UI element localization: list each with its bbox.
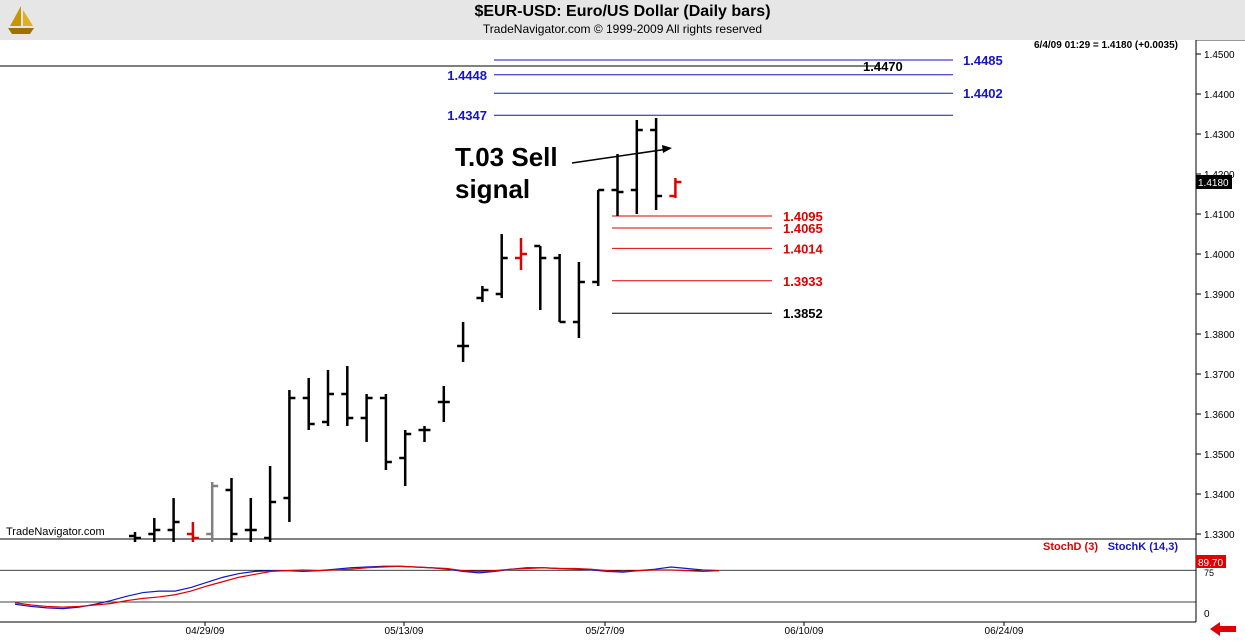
ohlc-bar — [360, 394, 373, 442]
current-price-box — [1196, 175, 1232, 189]
price-tick-label: 1.4300 — [1204, 130, 1235, 141]
stoch-tick-0: 0 — [1204, 609, 1210, 620]
ohlc-bars — [129, 118, 682, 542]
date-tick-label: 05/27/09 — [586, 626, 625, 637]
ohlc-bar — [611, 154, 624, 216]
ohlc-bar — [457, 322, 470, 362]
ohlc-bar — [553, 254, 566, 324]
level-label: 1.4470 — [863, 59, 903, 74]
price-tick-label: 1.4400 — [1204, 90, 1235, 101]
price-tick-label: 1.3900 — [1204, 290, 1235, 301]
ohlc-bar — [322, 370, 334, 426]
ohlc-bar — [476, 286, 489, 302]
chart-subtitle: TradeNavigator.com © 1999-2009 All right… — [482, 22, 763, 36]
quote-line: 6/4/09 01:29 = 1.4180 (+0.0035) — [1034, 40, 1178, 51]
ohlc-bar — [399, 430, 412, 486]
date-tick-label: 04/29/09 — [186, 626, 225, 637]
level-label: 1.4485 — [963, 53, 1003, 68]
annotation-line-2: signal — [455, 174, 530, 204]
stoch-value-box — [1196, 555, 1226, 568]
date-tick-label: 06/24/09 — [985, 626, 1024, 637]
current-price-label: 1.4180 — [1198, 178, 1229, 189]
ohlc-bar — [630, 120, 643, 214]
ohlc-bar — [534, 244, 547, 310]
stoch-tick-75: 75 — [1204, 568, 1214, 578]
stoch-k-line — [14, 565, 720, 610]
level-label: 1.4014 — [783, 241, 824, 256]
ohlc-bar — [669, 178, 682, 198]
ohlc-bar — [167, 498, 180, 542]
date-axis: 04/29/09 05/13/09 05/27/09 06/10/09 06/24/09 — [186, 622, 1024, 637]
ohlc-bar — [650, 118, 663, 210]
scroll-left-arrow-icon[interactable] — [1208, 621, 1238, 637]
ohlc-bar — [283, 390, 296, 522]
price-tick-label: 1.3700 — [1204, 370, 1235, 381]
level-label: 1.4095 — [783, 209, 823, 224]
stoch-d-legend: StochD (3) — [1043, 541, 1098, 553]
ohlc-bar — [418, 426, 431, 442]
price-tick-label: 1.3800 — [1204, 330, 1235, 341]
annotation-arrowhead — [662, 145, 672, 153]
ohlc-bar — [129, 532, 141, 542]
level-label: 1.3852 — [783, 306, 823, 321]
stoch-d-line — [14, 565, 720, 608]
level-label: 1.4448 — [447, 68, 487, 83]
ohlc-bar — [495, 234, 508, 298]
ohlc-bar — [225, 478, 238, 542]
support-resistance-levels: 1.44851.44701.44481.44021.43471.40951.40… — [0, 53, 1003, 321]
ohlc-bar — [264, 466, 277, 542]
price-tick-label: 1.4500 — [1204, 50, 1235, 61]
annotation-line-1: T.03 Sell — [455, 142, 558, 172]
title-bar: $EUR-USD: Euro/US Dollar (Daily bars) Tr… — [0, 0, 1245, 41]
level-label: 1.4402 — [963, 86, 1003, 101]
ohlc-bar — [341, 366, 354, 426]
stoch-value-label: 89.70 — [1198, 558, 1223, 569]
ohlc-bar — [186, 522, 199, 542]
price-tick-label: 1.3500 — [1204, 450, 1235, 461]
watermark: TradeNavigator.com — [6, 526, 105, 538]
ohlc-bar — [379, 394, 392, 470]
ohlc-bar — [572, 262, 585, 338]
ohlc-bar — [244, 498, 257, 542]
price-axis: 1.3300 1.3400 1.3500 1.3600 1.3700 1.3800 1.39… — [1196, 50, 1235, 541]
annotation-arrow — [571, 148, 669, 164]
ohlc-bar — [302, 378, 315, 430]
price-tick-label: 1.4100 — [1204, 210, 1235, 221]
level-label: 1.4065 — [783, 221, 823, 236]
ohlc-bar — [592, 188, 605, 286]
date-tick-label: 05/13/09 — [385, 626, 424, 637]
price-tick-label: 1.3600 — [1204, 410, 1235, 421]
sailboat-logo-icon — [6, 4, 36, 36]
ohlc-bar — [148, 518, 161, 542]
ohlc-bar — [515, 238, 527, 270]
ohlc-bar — [437, 386, 450, 422]
price-tick-label: 1.4000 — [1204, 250, 1235, 261]
ohlc-bar — [206, 482, 219, 542]
level-label: 1.4347 — [447, 108, 487, 123]
stoch-k-legend: StochK (14,3) — [1108, 541, 1179, 553]
chart-title: $EUR-USD: Euro/US Dollar (Daily bars) — [474, 3, 771, 20]
price-tick-label: 1.3400 — [1204, 490, 1235, 501]
price-tick-label: 1.3300 — [1204, 530, 1235, 541]
date-tick-label: 06/10/09 — [785, 626, 824, 637]
level-label: 1.3933 — [783, 274, 823, 289]
